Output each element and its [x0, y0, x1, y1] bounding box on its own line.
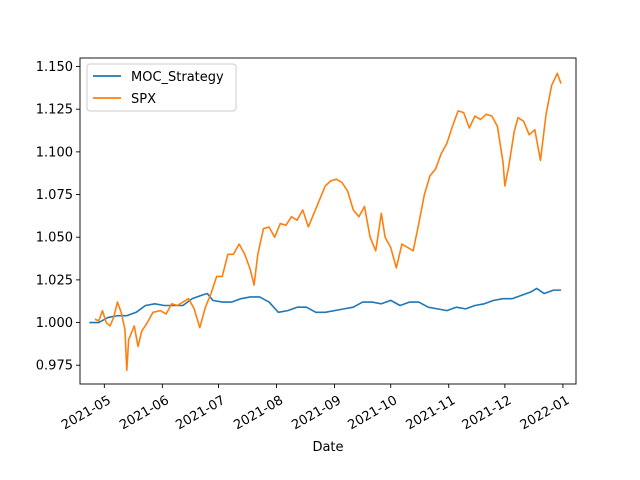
y-tick-label: 1.125: [36, 103, 73, 118]
legend-box: [86, 63, 237, 112]
legend-label: MOC_Strategy: [131, 70, 224, 85]
y-tick-label: 1.050: [36, 231, 73, 246]
y-tick-label: 1.025: [36, 273, 73, 288]
legend: MOC_Strategy SPX: [86, 63, 237, 112]
series-layer: [89, 72, 562, 372]
y-tick-label: 1.000: [36, 316, 73, 331]
y-tick-label: 0.975: [36, 359, 73, 374]
series-line-SPX: [94, 72, 562, 372]
y-tick-label: 1.150: [36, 60, 73, 75]
y-tick-label: 1.075: [36, 188, 73, 203]
y-tick-layer: 0.975 1.000 1.025 1.050 1.075 1.100 1.125 1.150: [36, 60, 80, 374]
x-axis-label: Date: [312, 440, 343, 455]
y-tick-label: 1.100: [36, 145, 73, 160]
plot-frame: [79, 57, 577, 385]
legend-label: SPX: [131, 92, 156, 107]
